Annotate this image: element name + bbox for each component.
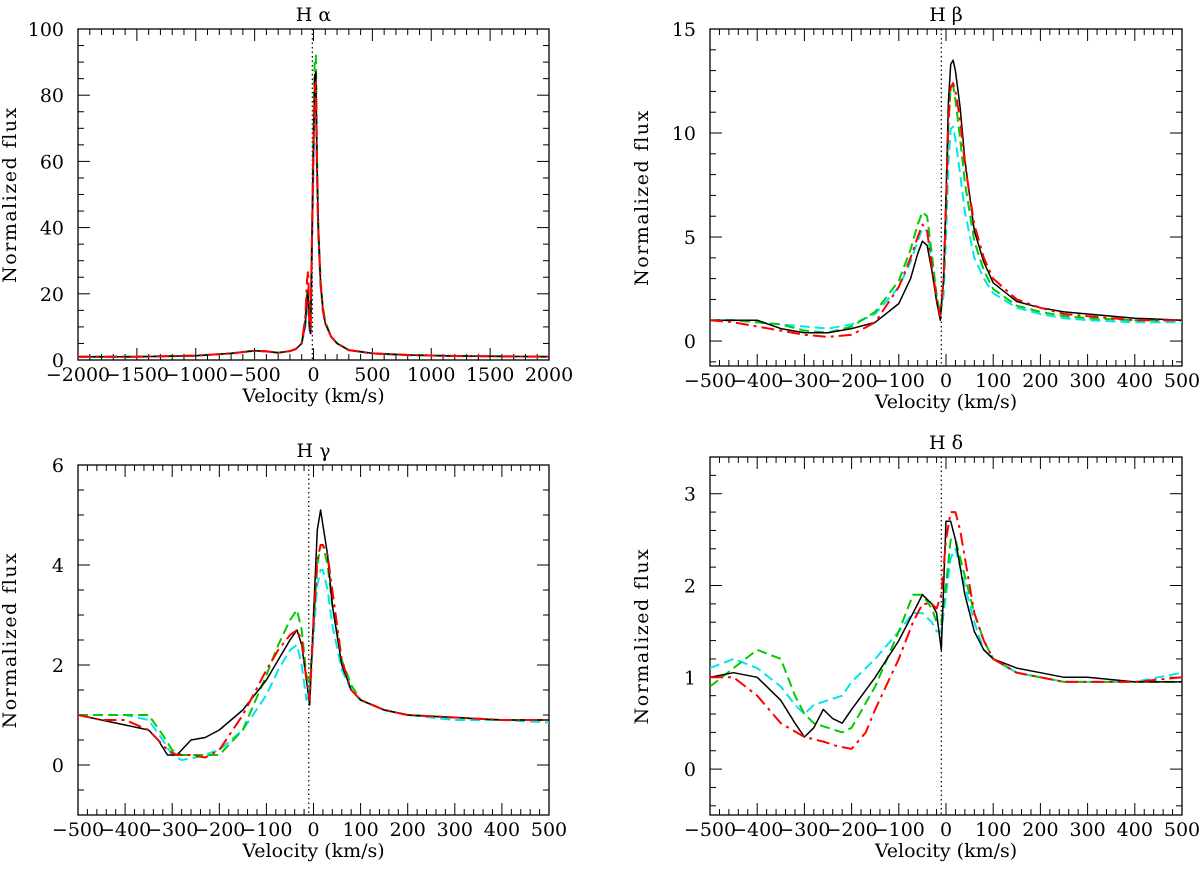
x-tick-label: 1000 [407, 364, 455, 386]
panel-4: −500−400−300−200−100 0 100 200 300 400 500 0 1 2 3… [631, 432, 1200, 862]
x-tick-label: 200 [1022, 819, 1058, 841]
series-group [710, 511, 1182, 750]
panel-title: H β [929, 4, 963, 26]
x-tick-label: −100 [873, 819, 925, 841]
x-tick-label: −300 [778, 819, 830, 841]
series-red-line [78, 81, 549, 358]
y-tick-label: 10 [672, 123, 696, 145]
x-tick-label: 400 [1117, 370, 1153, 392]
x-tick-label: 100 [975, 370, 1011, 392]
x-tick-label: −500 [52, 819, 104, 841]
panel-title: H α [296, 4, 332, 26]
y-tick-label: 0 [684, 759, 696, 781]
series-group [710, 59, 1182, 338]
y-axis-label: Normalized flux [631, 109, 653, 286]
x-tick-label: 300 [1069, 370, 1105, 392]
y-tick-label: 15 [672, 19, 696, 41]
x-tick-label: 200 [390, 819, 426, 841]
series-red-line [710, 511, 1182, 750]
series-cyan-line [710, 547, 1182, 715]
x-tick-label: 1500 [466, 364, 514, 386]
x-tick-label: −200 [826, 819, 878, 841]
y-tick-label: 2 [684, 576, 696, 598]
x-tick-label: 100 [975, 819, 1011, 841]
x-tick-label: −500 [684, 819, 736, 841]
y-tick-label: 4 [52, 555, 64, 577]
x-tick-label: −400 [731, 370, 783, 392]
y-tick-label: 2 [52, 655, 64, 677]
x-tick-label: −500 [229, 364, 281, 386]
x-tick-label: 400 [1117, 819, 1153, 841]
series-cyan-line [710, 125, 1182, 330]
x-tick-label: 0 [940, 370, 952, 392]
panel-3: −500−400−300−200−100 0 100 200 300 400 500 0 2 4 6… [0, 440, 567, 862]
x-axis-label: Velocity (km/s) [874, 840, 1017, 862]
x-tick-label: −300 [146, 819, 198, 841]
series-black-line [710, 520, 1182, 738]
series-red-line [710, 82, 1182, 338]
x-tick-label: −100 [873, 370, 925, 392]
y-axis-label: Normalized flux [0, 106, 21, 283]
x-tick-label: −100 [240, 819, 292, 841]
x-tick-label: 500 [354, 364, 390, 386]
x-axis-label: Velocity (km/s) [874, 391, 1017, 413]
y-tick-label: 20 [40, 284, 64, 306]
y-axis-label: Normalized flux [631, 548, 653, 725]
series-black-line [78, 509, 549, 756]
x-tick-label: 0 [940, 819, 952, 841]
series-red-line [78, 544, 549, 759]
x-tick-label: −400 [731, 819, 783, 841]
series-group [78, 509, 549, 761]
plot-frame [709, 456, 1183, 816]
y-tick-label: 40 [40, 218, 64, 240]
x-tick-label: 100 [342, 819, 378, 841]
y-tick-label: 5 [684, 227, 696, 249]
series-group [78, 54, 549, 358]
x-tick-label: 400 [484, 819, 520, 841]
x-tick-label: 300 [1069, 819, 1105, 841]
y-axis-label: Normalized flux [0, 552, 21, 729]
x-tick-label: −200 [193, 819, 245, 841]
panel-title: H γ [297, 440, 331, 462]
y-tick-label: 0 [52, 350, 64, 372]
y-tick-label: 60 [40, 151, 64, 173]
panel-1: −2000−1500−1000 −500 0 500 1000 1500 2000 0 20 40… [0, 4, 573, 407]
y-tick-label: 0 [52, 755, 64, 777]
panel-2: −500−400−300−200−100 0 100 200 300 400 500 0 5 10… [631, 4, 1200, 413]
y-tick-label: 100 [28, 19, 64, 41]
x-tick-label: −1000 [164, 364, 228, 386]
x-tick-label: 500 [1164, 370, 1200, 392]
x-tick-label: 0 [307, 364, 319, 386]
x-tick-label: −2000 [46, 364, 110, 386]
x-tick-label: −300 [778, 370, 830, 392]
series-black-line [710, 59, 1182, 334]
panel-title: H δ [929, 432, 963, 454]
y-tick-label: 6 [52, 455, 64, 477]
x-tick-label: −200 [826, 370, 878, 392]
series-green-line [710, 538, 1182, 734]
x-tick-label: 200 [1022, 370, 1058, 392]
x-axis-label: Velocity (km/s) [241, 840, 384, 862]
x-tick-label: 500 [531, 819, 567, 841]
x-tick-label: 2000 [525, 364, 573, 386]
y-tick-label: 3 [684, 484, 696, 506]
y-tick-label: 1 [684, 667, 696, 689]
series-green-line [78, 544, 549, 756]
y-tick-label: 80 [40, 85, 64, 107]
x-tick-label: −1500 [105, 364, 169, 386]
x-tick-label: −400 [99, 819, 151, 841]
x-tick-label: 300 [437, 819, 473, 841]
x-axis-label: Velocity (km/s) [241, 385, 384, 407]
x-tick-label: −500 [684, 370, 736, 392]
x-tick-label: 500 [1164, 819, 1200, 841]
x-tick-label: 0 [307, 819, 319, 841]
y-tick-label: 0 [684, 331, 696, 353]
